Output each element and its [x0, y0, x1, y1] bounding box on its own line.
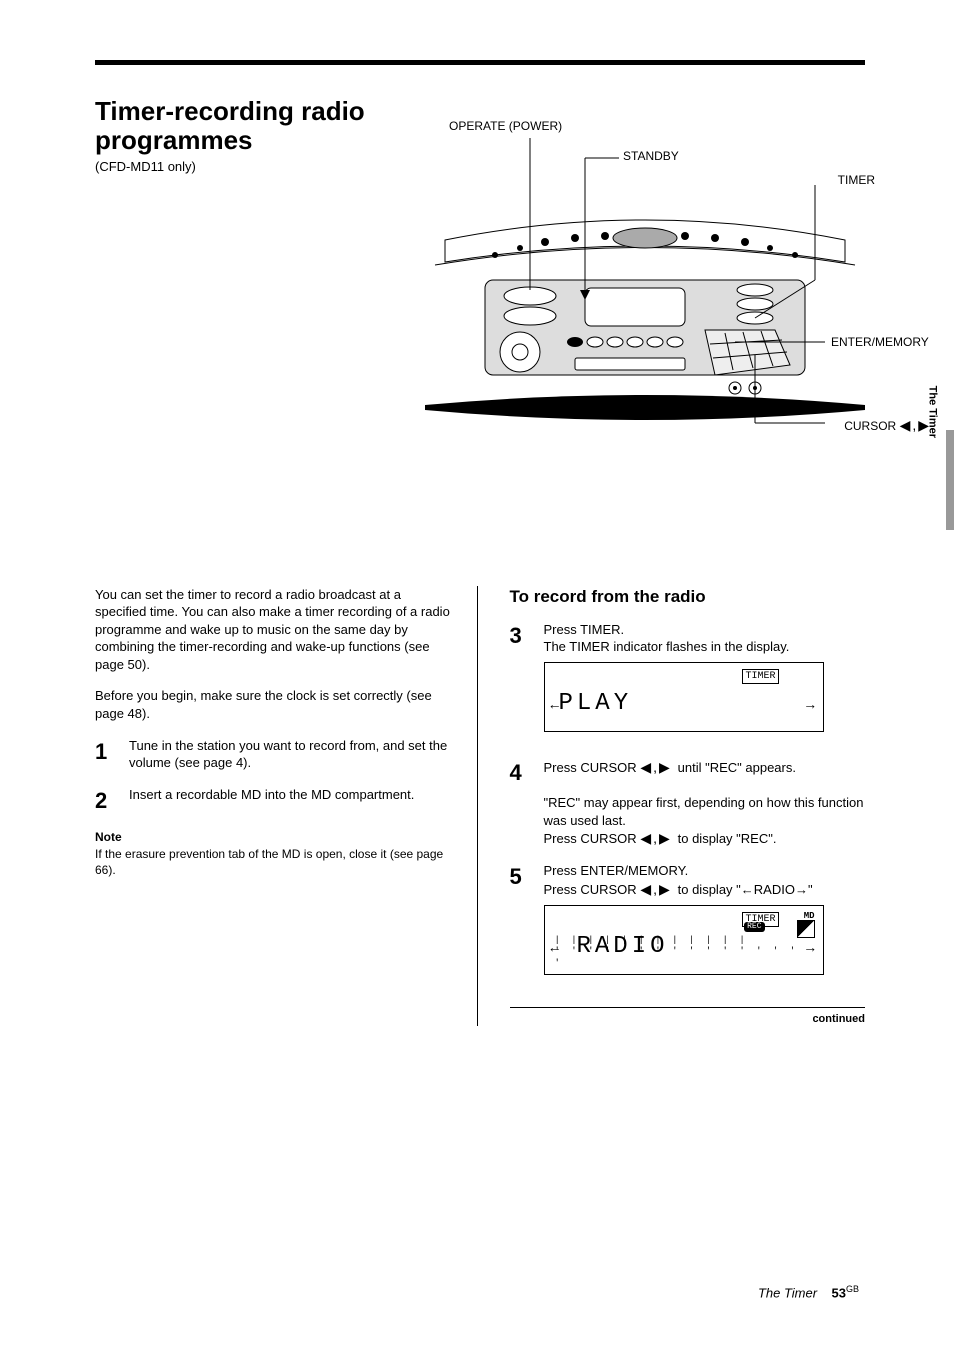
step-number: 4: [510, 758, 532, 848]
side-tab: [946, 430, 954, 530]
lcd-display-1: TIMER ← PLAY →: [544, 662, 824, 732]
step-5: 5 Press ENTER/MEMORY. Press CURSOR ◀,▶ t…: [510, 862, 866, 986]
step-number: 1: [95, 737, 117, 772]
continued-label: continued: [510, 1007, 866, 1027]
timer-icon: TIMER: [742, 669, 778, 685]
content-columns: You can set the timer to record a radio …: [95, 586, 865, 1027]
step-body: Insert a recordable MD into the MD compa…: [129, 786, 451, 816]
callout-standby: STANDBY: [623, 148, 679, 164]
callout-operate: OPERATE (POWER): [449, 118, 562, 134]
side-tab-label: The Timer: [924, 386, 939, 438]
header-rule: [95, 60, 865, 65]
step3-trail: The TIMER indicator flashes in the displ…: [544, 639, 790, 654]
note-body: If the erasure prevention tab of the MD …: [95, 846, 451, 878]
section-heading: To record from the radio: [510, 586, 866, 609]
lcd-arrow-right-icon: →: [806, 697, 814, 716]
step-number: 5: [510, 862, 532, 986]
step-1: 1 Tune in the station you want to record…: [95, 737, 451, 772]
rec-icon: REC: [744, 922, 764, 933]
title-line1: Timer-recording radio: [95, 96, 365, 126]
step4-trail-b: Press CURSOR: [544, 831, 637, 846]
lcd-display-2: TIMER REC MD | | | | | | | | | | | | ← R…: [544, 905, 824, 975]
step4-trail-a: "REC" may appear first, depending on how…: [544, 795, 864, 828]
step-2: 2 Insert a recordable MD into the MD com…: [95, 786, 451, 816]
right-column: To record from the radio 3 Press TIMER. …: [506, 586, 866, 1027]
step5-trail-a: Press CURSOR: [544, 882, 637, 897]
title-line2: programmes: [95, 125, 253, 155]
left-column: You can set the timer to record a radio …: [95, 586, 478, 1027]
step-number: 3: [510, 621, 532, 744]
page-footer: The Timer 53GB: [758, 1283, 859, 1302]
intro-text: You can set the timer to record a radio …: [95, 586, 451, 674]
footer-section: The Timer: [758, 1285, 817, 1300]
device-svg: [425, 130, 865, 425]
step-body: Press CURSOR ◀,▶ until "REC" appears. "R…: [544, 758, 866, 848]
note-heading: Note: [95, 829, 451, 845]
cursor-arrows-icon: ◀,▶: [640, 830, 677, 846]
cursor-arrows-icon: ◀,▶: [640, 881, 677, 897]
step-body: Press TIMER. The TIMER indicator flashes…: [544, 621, 866, 744]
step-3: 3 Press TIMER. The TIMER indicator flash…: [510, 621, 866, 744]
step4-a: Press CURSOR: [544, 760, 637, 775]
tick-row: ′ ′ ′ ′ ′ ′ ′ ′ ′ ′ ′ ′ ′ ′ ′ ′: [555, 945, 813, 969]
manual-page: Timer-recording radio programmes (CFD-MD…: [95, 60, 865, 1026]
step5-lead: Press ENTER/MEMORY.: [544, 863, 689, 878]
step4-b: until "REC" appears.: [678, 760, 796, 775]
step4-trail-c: to display "REC".: [678, 831, 777, 846]
callout-cursor: CURSOR ◀,▶: [844, 416, 931, 435]
device-illustration: OPERATE (POWER) STANDBY TIMER ENTER/MEMO…: [425, 130, 865, 430]
step-4: 4 Press CURSOR ◀,▶ until "REC" appears. …: [510, 758, 866, 848]
step5-trail-b: to display "←RADIO→": [678, 882, 813, 897]
step-number: 2: [95, 786, 117, 816]
step3-lead: Press TIMER.: [544, 622, 625, 637]
page-number: 53: [832, 1285, 846, 1300]
before-text: Before you begin, make sure the clock is…: [95, 687, 451, 722]
cursor-arrows-icon: ◀,▶: [640, 759, 677, 775]
page-region: GB: [846, 1284, 859, 1294]
lcd-text: PLAY: [559, 688, 633, 720]
step-body: Tune in the station you want to record f…: [129, 737, 451, 772]
step-body: Press ENTER/MEMORY. Press CURSOR ◀,▶ to …: [544, 862, 866, 986]
callout-cursor-label: CURSOR: [844, 419, 896, 433]
callout-timer: TIMER: [838, 172, 875, 188]
callout-enter: ENTER/MEMORY: [831, 334, 931, 350]
